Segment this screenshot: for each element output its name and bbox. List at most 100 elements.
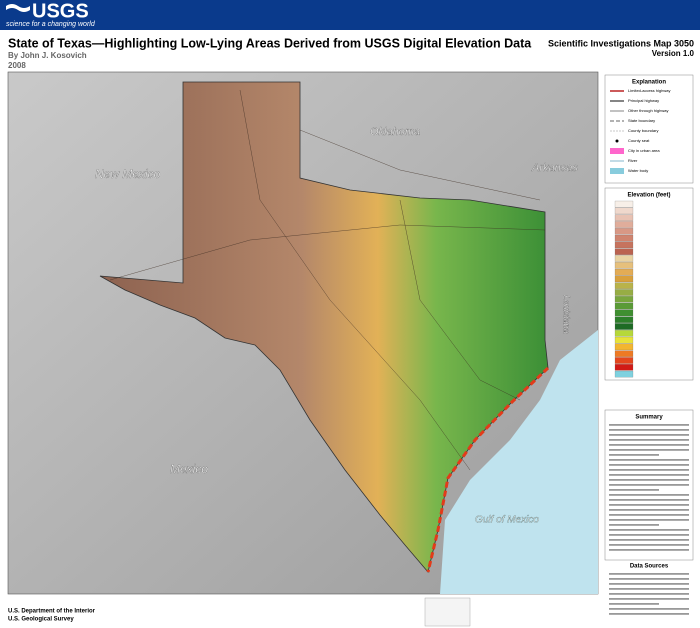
text-line bbox=[609, 454, 659, 456]
explanation-items: Limited-access highway Principal highway O… bbox=[610, 88, 670, 174]
text-line bbox=[609, 474, 689, 476]
legend-label: River bbox=[628, 158, 638, 163]
elevation-swatch bbox=[614, 336, 634, 344]
elevation-swatch bbox=[614, 289, 634, 296]
legend-label: City in urban area bbox=[628, 148, 660, 153]
legend-label: Water body bbox=[628, 168, 648, 173]
elevation-swatch bbox=[614, 343, 634, 351]
text-line bbox=[609, 449, 689, 451]
legend-label: Other through highway bbox=[628, 108, 668, 113]
text-line bbox=[609, 504, 689, 506]
elevation-swatch bbox=[614, 330, 634, 337]
legend-symbol bbox=[610, 148, 624, 154]
text-line bbox=[609, 509, 689, 511]
elevation-swatch bbox=[614, 275, 634, 283]
text-line bbox=[609, 439, 689, 441]
summary-title: Summary bbox=[635, 415, 663, 421]
elevation-swatch bbox=[614, 228, 634, 235]
author: By John J. Kosovich bbox=[8, 51, 87, 60]
agency-logo: USGS bbox=[32, 0, 89, 22]
elevation-swatch bbox=[614, 221, 634, 228]
elevation-swatch bbox=[614, 323, 634, 330]
map-title: State of Texas—Highlighting Low-Lying Ar… bbox=[8, 36, 532, 50]
text-line bbox=[609, 588, 689, 590]
elevation-swatch bbox=[614, 207, 634, 215]
legend-symbol bbox=[610, 168, 624, 174]
text-line bbox=[609, 539, 689, 541]
text-line bbox=[609, 424, 689, 426]
elevation-swatch bbox=[614, 296, 634, 303]
explanation-title: Explanation bbox=[632, 80, 666, 86]
legend-label: Principal highway bbox=[628, 98, 659, 103]
elevation-ramp bbox=[614, 200, 634, 378]
data-sources-text bbox=[609, 573, 689, 615]
elevation-swatch bbox=[614, 268, 634, 276]
text-line bbox=[609, 484, 689, 486]
explanation-box bbox=[604, 74, 694, 184]
text-line bbox=[609, 489, 659, 491]
highways bbox=[109, 89, 546, 471]
text-line bbox=[609, 578, 689, 580]
region-label: New Mexico bbox=[95, 167, 161, 181]
version: Version 1.0 bbox=[652, 49, 695, 58]
logo-mark bbox=[6, 4, 30, 12]
text-line bbox=[609, 529, 689, 531]
header-bar bbox=[0, 0, 700, 30]
year: 2008 bbox=[8, 61, 26, 70]
region-label: Gulf of Mexico bbox=[475, 515, 539, 526]
elevation-swatch bbox=[614, 234, 634, 242]
text-line bbox=[609, 524, 659, 526]
summary-text bbox=[609, 424, 689, 551]
elevation-swatch bbox=[614, 255, 634, 262]
elevation-swatch bbox=[614, 350, 634, 357]
region-label: Louisiana bbox=[562, 295, 572, 334]
text-line bbox=[609, 469, 689, 471]
text-line bbox=[609, 479, 689, 481]
text-line bbox=[609, 534, 689, 536]
elevation-swatch bbox=[614, 357, 634, 364]
footer-survey: U.S. Geological Survey bbox=[8, 617, 74, 623]
text-line bbox=[609, 598, 689, 600]
elevation-swatch bbox=[614, 364, 634, 371]
text-line bbox=[609, 464, 689, 466]
elevation-title: Elevation (feet) bbox=[627, 193, 670, 199]
index-map bbox=[424, 597, 471, 627]
tagline: science for a changing world bbox=[6, 21, 96, 28]
region-label: Mexico bbox=[170, 462, 208, 476]
text-line bbox=[609, 544, 689, 546]
elevation-swatch bbox=[614, 316, 634, 323]
gulf-water bbox=[440, 330, 598, 594]
text-line bbox=[609, 583, 689, 585]
text-line bbox=[609, 608, 689, 610]
legend-symbol bbox=[615, 139, 619, 143]
elevation-swatch bbox=[614, 241, 634, 249]
region-label: Oklahoma bbox=[370, 126, 420, 138]
text-line bbox=[609, 603, 659, 605]
text-line bbox=[609, 593, 689, 595]
text-line bbox=[609, 499, 689, 501]
legend-label: Limited-access highway bbox=[628, 88, 670, 93]
text-line bbox=[609, 459, 689, 461]
text-line bbox=[609, 494, 689, 496]
legend-label: County boundary bbox=[628, 128, 658, 133]
text-line bbox=[609, 613, 689, 615]
data-sources-title: Data Sources bbox=[630, 564, 669, 570]
elevation-swatch bbox=[614, 214, 634, 221]
low-lying-coast bbox=[426, 366, 550, 573]
footer-department: U.S. Department of the Interior bbox=[8, 609, 96, 615]
text-line bbox=[609, 444, 689, 446]
elevation-swatch bbox=[614, 248, 634, 255]
text-line bbox=[609, 514, 689, 516]
text-line bbox=[609, 549, 689, 551]
text-line bbox=[609, 573, 689, 575]
elevation-swatch bbox=[614, 302, 634, 310]
elevation-swatch bbox=[614, 200, 634, 208]
legend-label: County seat bbox=[628, 138, 650, 143]
text-line bbox=[609, 519, 689, 521]
text-line bbox=[609, 434, 689, 436]
elevation-swatch bbox=[614, 282, 634, 289]
series-id: Scientific Investigations Map 3050 bbox=[548, 38, 694, 48]
elevation-swatch bbox=[614, 370, 634, 378]
